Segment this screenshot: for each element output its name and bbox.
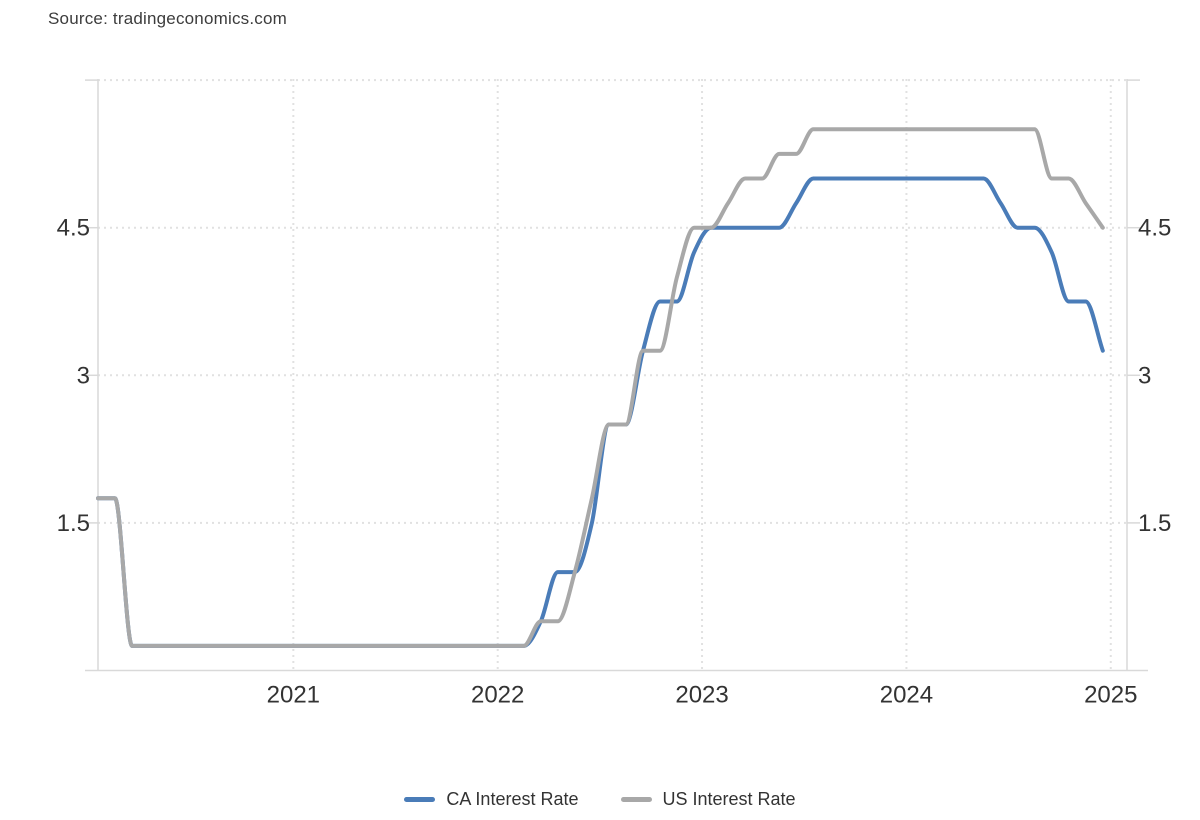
us-interest-rate-line[interactable]	[96, 127, 1105, 648]
ca-interest-rate-line[interactable]	[96, 176, 1105, 648]
x-axis-label: 2025	[1084, 682, 1137, 709]
legend-item-us[interactable]: US Interest Rate	[620, 789, 796, 810]
chart-legend: CA Interest Rate US Interest Rate	[0, 789, 1200, 810]
source-label: Source: tradingeconomics.com	[48, 9, 287, 28]
y-axis-label-left: 4.5	[57, 215, 90, 242]
legend-label-us: US Interest Rate	[662, 789, 796, 809]
interest-rate-chart[interactable]: 1.5 1.5 3 3 4.5 4.5 2021 2022 2023 2024 2025	[0, 0, 1200, 760]
y-axis-label-right: 4.5	[1138, 215, 1171, 242]
x-axis-label: 2024	[880, 682, 933, 709]
x-axis-label: 2023	[675, 682, 728, 709]
us-line-swatch	[620, 797, 652, 802]
y-axis-label-right: 1.5	[1138, 510, 1171, 537]
x-axis-label: 2022	[471, 682, 524, 709]
y-axis-label-left: 3	[77, 362, 90, 389]
legend-item-ca[interactable]: CA Interest Rate	[404, 789, 579, 810]
x-axis-label: 2021	[267, 682, 320, 709]
legend-label-ca: CA Interest Rate	[446, 789, 579, 809]
ca-line-swatch	[404, 797, 436, 802]
y-axis-label-left: 1.5	[57, 510, 90, 537]
y-axis-label-right: 3	[1138, 362, 1151, 389]
